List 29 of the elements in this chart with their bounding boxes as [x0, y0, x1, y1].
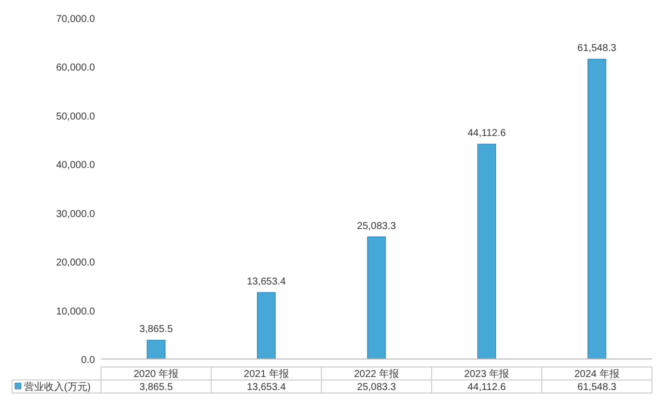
x-tick-label: 2020 年报 — [134, 368, 179, 380]
bar — [367, 236, 386, 360]
text: 13,653.4 — [246, 276, 286, 288]
y-tick-label: 30,000.0 — [56, 208, 96, 220]
bar — [146, 340, 166, 360]
y-tick-label: 0.0 — [81, 355, 96, 366]
text: 61,548.3 — [577, 43, 616, 54]
y-tick-label: 50,000.0 — [56, 111, 96, 122]
y-tick-label: 60,000.0 — [56, 62, 96, 74]
data-label: 44,112.6 — [468, 382, 506, 393]
y-tick-label: 20,000.0 — [56, 258, 96, 269]
x-tick-label: 2021 年报 — [244, 368, 289, 380]
bar — [477, 144, 496, 360]
legend-label: 营业收入(万元) — [24, 381, 91, 393]
text: 3,865.5 — [139, 324, 173, 336]
bar — [257, 292, 276, 360]
bar — [588, 58, 606, 360]
data-label: 3,865.5 — [139, 382, 174, 393]
y-tick-label: 10,000.0 — [56, 306, 96, 318]
text: 44,112.6 — [468, 128, 506, 140]
y-tick-label: 40,000.0 — [56, 160, 96, 172]
y-tick-label: 70,000.0 — [56, 14, 96, 25]
data-label: 61,548.3 — [577, 382, 617, 393]
x-tick-label: 2024 年报 — [574, 368, 620, 380]
text: 25,083.3 — [357, 220, 396, 232]
data-label: 25,083.3 — [357, 382, 396, 393]
x-tick-label: 2023 年报 — [464, 368, 510, 380]
data-label: 13,653.4 — [246, 382, 286, 393]
x-tick-label: 2022 年报 — [354, 368, 400, 380]
